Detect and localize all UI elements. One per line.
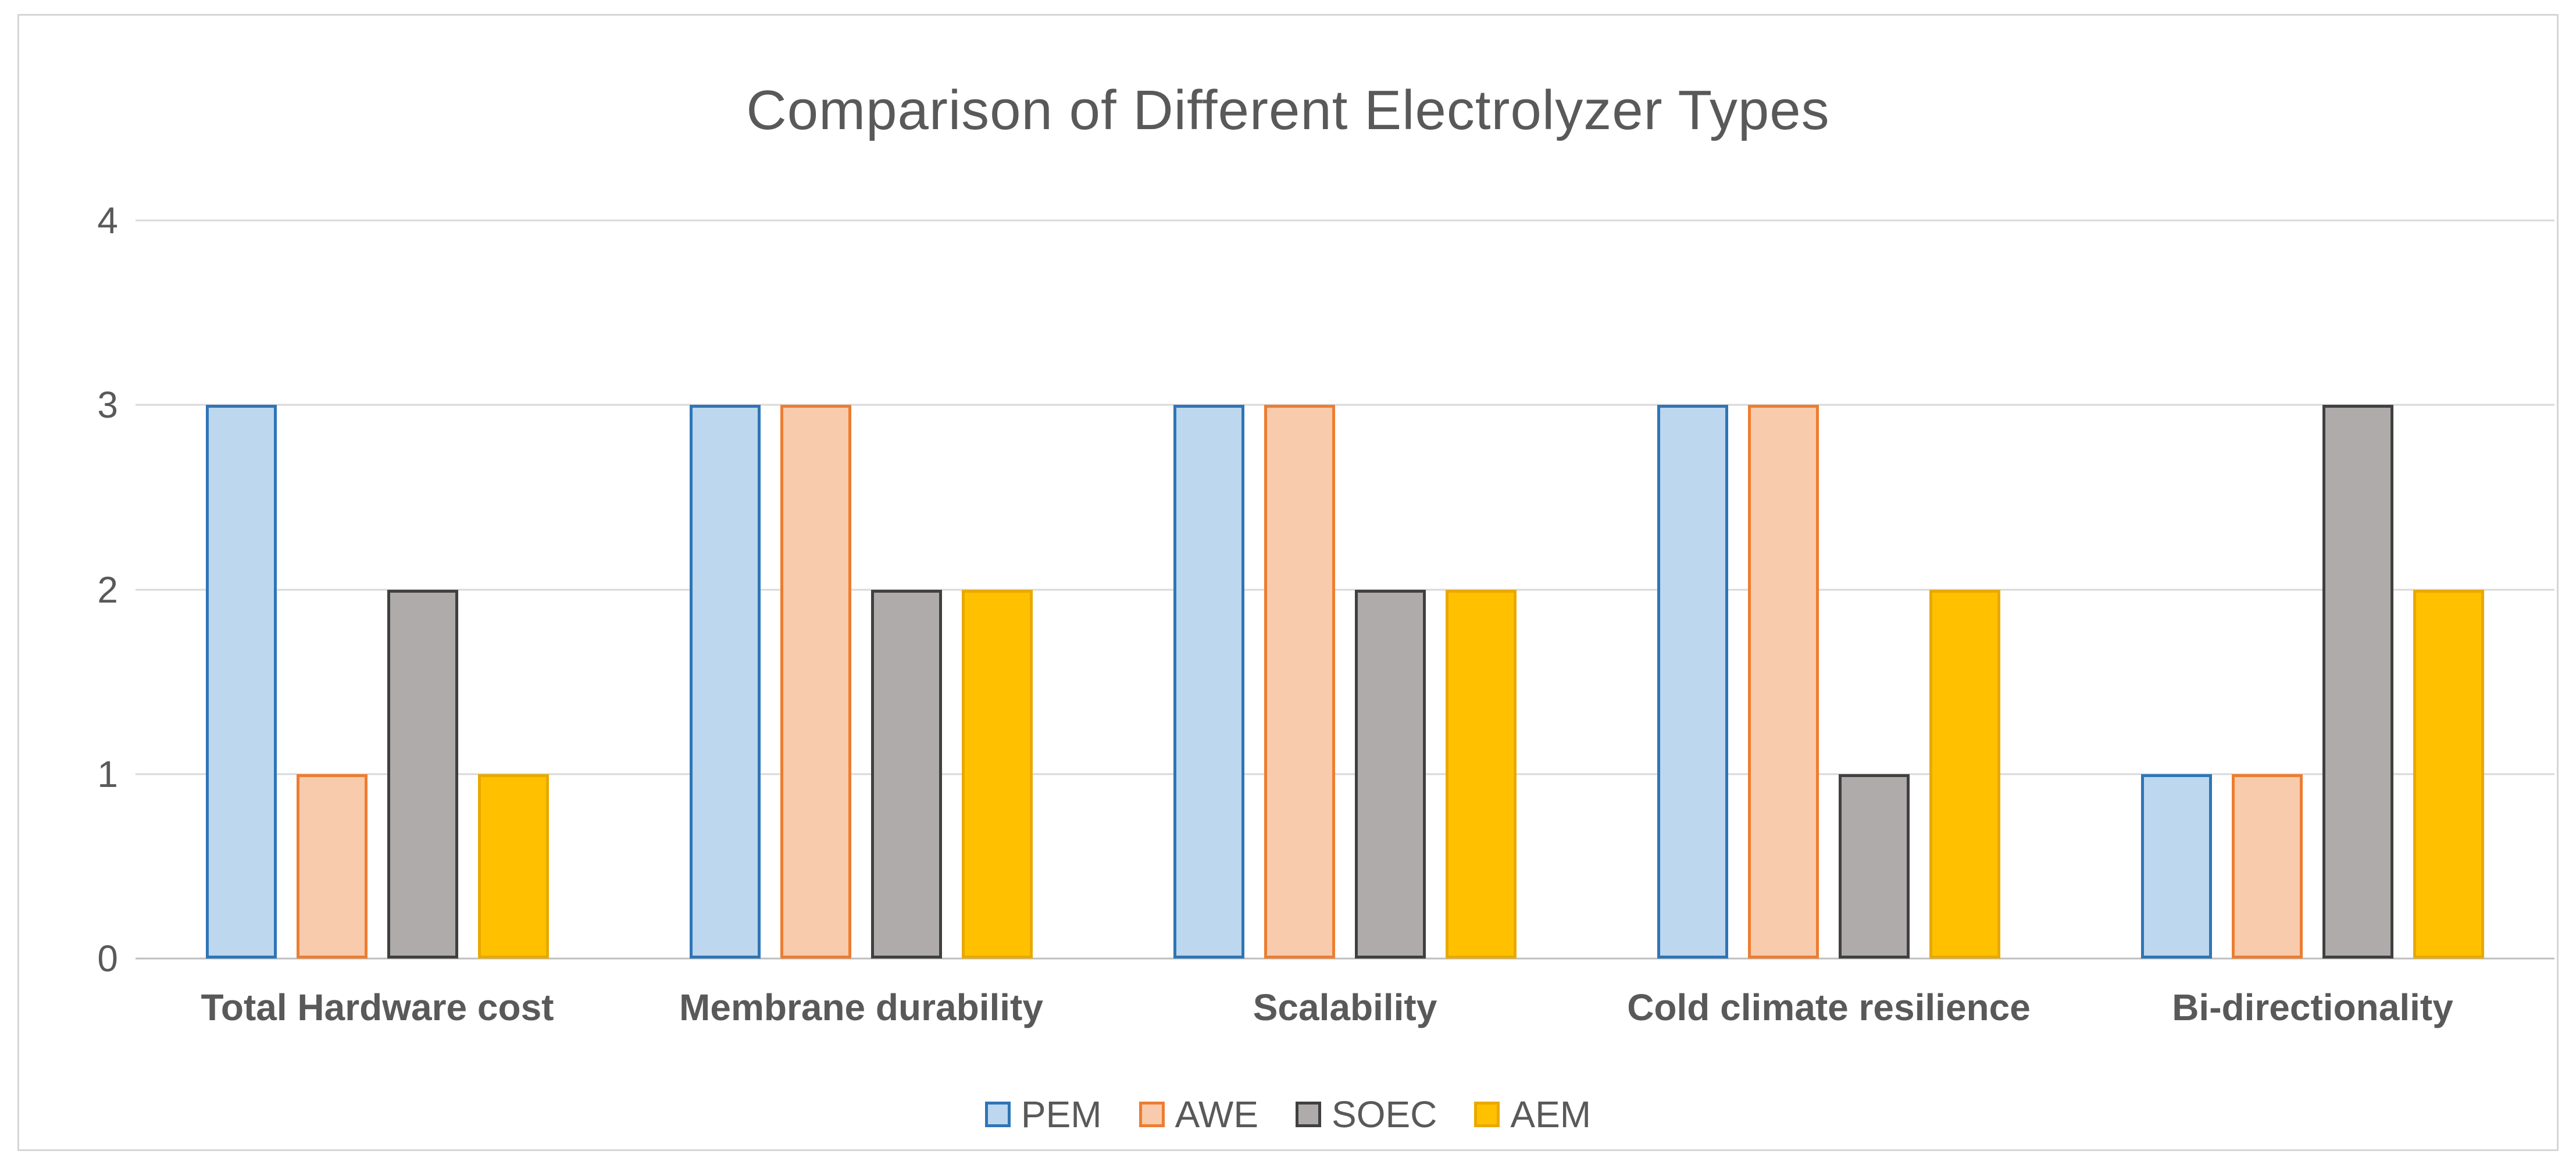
category-label-cold-climate-resilience: Cold climate resilience — [1627, 986, 2031, 1028]
y-tick-label-3: 3 — [97, 384, 118, 426]
bar-soec-cold-climate-resilience — [1839, 774, 1910, 959]
category-label-membrane-durability: Membrane durability — [679, 986, 1043, 1028]
gridline-2 — [135, 589, 2554, 590]
legend-swatch-pem — [984, 1102, 1011, 1127]
bar-awe-membrane-durability — [780, 405, 851, 959]
legend-item-awe: AWE — [1139, 1093, 1258, 1136]
legend-label-awe: AWE — [1175, 1093, 1259, 1135]
legend-swatch-awe — [1139, 1102, 1165, 1127]
bar-awe-bi-directionality — [2232, 774, 2303, 959]
legend-label-aem: AEM — [1510, 1093, 1592, 1135]
bar-soec-membrane-durability — [871, 589, 942, 959]
bar-group-cold-climate-resilience — [1587, 220, 2071, 959]
bar-group-total-hardware-cost — [135, 220, 619, 959]
y-axis-labels: 0 1 2 3 4 — [42, 199, 118, 979]
bar-pem-membrane-durability — [690, 405, 761, 959]
legend-swatch-aem — [1474, 1102, 1500, 1127]
bar-aem-total-hardware-cost — [478, 774, 549, 959]
bar-pem-cold-climate-resilience — [1657, 405, 1728, 959]
gridline-4 — [135, 219, 2554, 222]
bar-soec-total-hardware-cost — [387, 589, 458, 959]
y-tick-label-2: 2 — [97, 568, 118, 611]
gridline-3 — [135, 404, 2554, 406]
bar-group-membrane-durability — [619, 220, 1103, 959]
bar-group-bi-directionality — [2071, 220, 2554, 959]
bar-group-scalability — [1103, 220, 1587, 959]
bar-pem-scalability — [1173, 405, 1244, 959]
category-label-bi-directionality: Bi-directionality — [2172, 986, 2453, 1028]
bar-aem-scalability — [1446, 589, 1517, 959]
legend-item-soec: SOEC — [1296, 1093, 1437, 1136]
gridline-0 — [135, 957, 2554, 960]
y-tick-label-1: 1 — [97, 753, 118, 795]
bar-pem-total-hardware-cost — [206, 405, 277, 959]
gridline-1 — [135, 773, 2554, 775]
bar-awe-scalability — [1264, 405, 1335, 959]
legend-swatch-soec — [1296, 1102, 1322, 1127]
bar-aem-membrane-durability — [962, 589, 1033, 959]
category-label-scalability: Scalability — [1253, 986, 1437, 1028]
plot-area — [135, 219, 2554, 960]
bar-groups — [135, 220, 2554, 959]
legend-label-soec: SOEC — [1332, 1093, 1437, 1135]
legend-item-aem: AEM — [1474, 1093, 1591, 1136]
bar-pem-bi-directionality — [2141, 774, 2212, 959]
legend-item-pem: PEM — [984, 1093, 1102, 1136]
legend-label-pem: PEM — [1021, 1093, 1102, 1135]
y-tick-label-4: 4 — [97, 199, 118, 241]
chart-title: Comparison of Different Electrolyzer Typ… — [746, 79, 1830, 141]
chart-frame: Comparison of Different Electrolyzer Typ… — [17, 14, 2559, 1151]
bar-soec-scalability — [1355, 589, 1426, 959]
bar-aem-bi-directionality — [2413, 589, 2484, 959]
category-labels: Total Hardware cost Membrane durability Sc… — [135, 986, 2554, 1029]
bar-aem-cold-climate-resilience — [1929, 589, 2000, 959]
bar-soec-bi-directionality — [2322, 405, 2393, 959]
bar-awe-cold-climate-resilience — [1748, 405, 1819, 959]
legend: PEM AWE SOEC AEM — [19, 1093, 2557, 1136]
bar-awe-total-hardware-cost — [297, 774, 368, 959]
y-tick-label-0: 0 — [97, 938, 118, 979]
category-label-total-hardware-cost: Total Hardware cost — [201, 986, 554, 1028]
